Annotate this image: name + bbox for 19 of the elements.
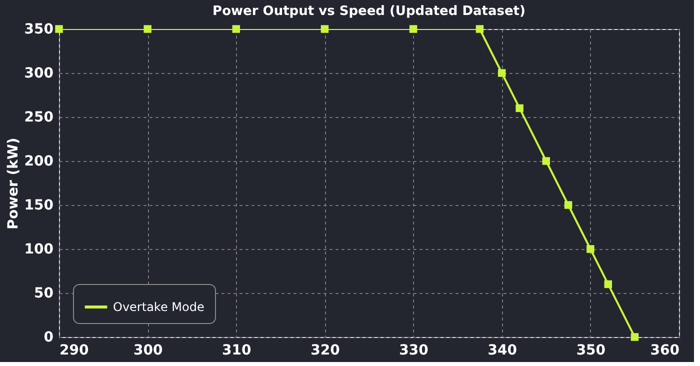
x-tick-label: 290 [60,342,89,358]
legend-label: Overtake Mode [113,300,204,314]
y-tick-label: 150 [24,198,54,214]
y-tick-label: 0 [44,330,54,346]
y-tick-label: 250 [24,110,54,126]
x-tick-label: 300 [133,342,163,358]
y-tick-label: 50 [34,286,54,302]
y-tick-label: 300 [24,66,54,82]
y-tick-label: 350 [24,22,54,38]
x-tick-label: 350 [576,342,606,358]
x-tick-label: 330 [399,342,429,358]
y-tick-label: 200 [24,154,54,170]
x-tick-label: 340 [488,342,518,358]
x-tick-label: 320 [310,342,340,358]
x-tick-label: 360 [650,342,680,358]
x-tick-label: 310 [222,342,252,358]
chart-title: Power Output vs Speed (Updated Dataset) [212,4,526,19]
y-axis-title: Power (kW) [5,138,22,230]
y-tick-label: 100 [24,242,54,258]
